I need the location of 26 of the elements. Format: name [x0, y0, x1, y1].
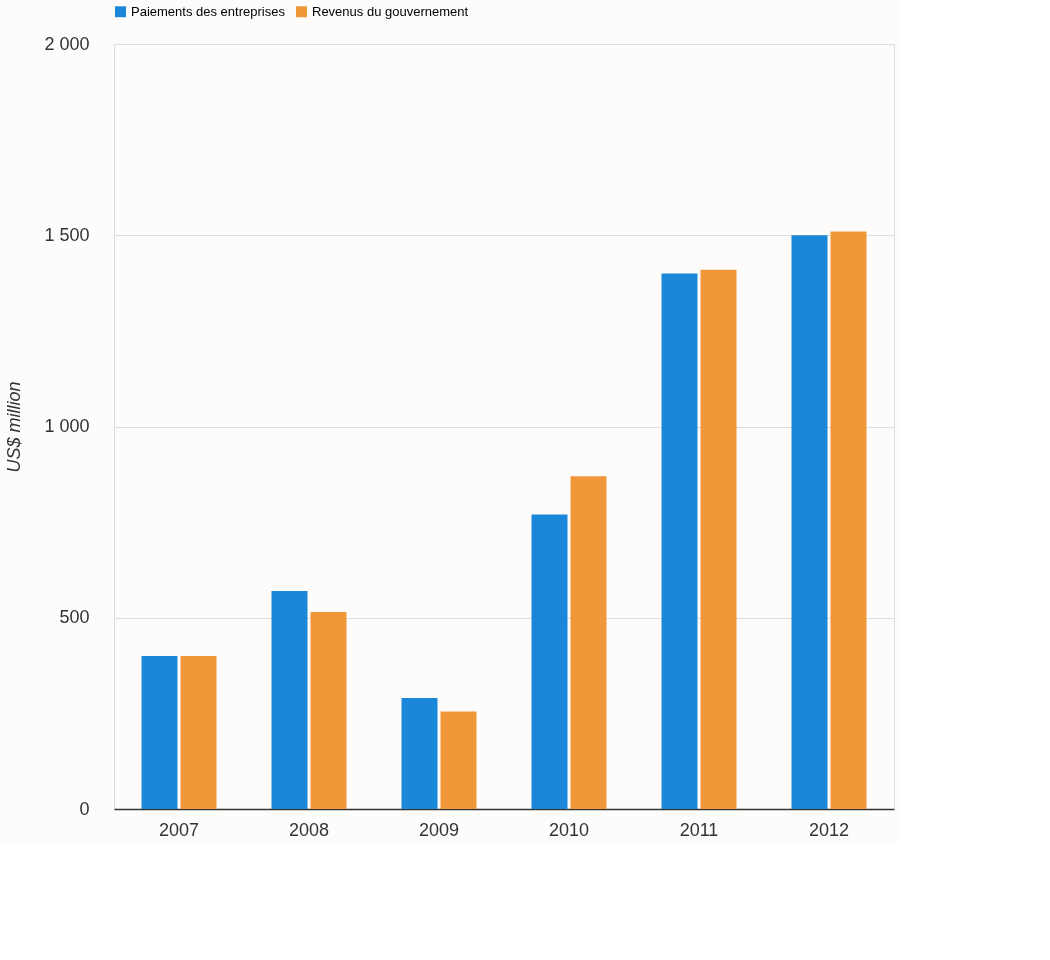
x-tick-label: 2012: [808, 819, 850, 840]
bar: [791, 235, 828, 809]
bar: [531, 514, 568, 809]
bar: [310, 612, 347, 809]
legend-label: Revenus du gouvernement: [312, 3, 469, 19]
y-tick-label: 0: [79, 798, 90, 819]
bar: [271, 590, 308, 809]
x-tick-label: 2009: [418, 819, 460, 840]
y-axis-title: US$ million: [4, 381, 25, 473]
x-tick-label: 2010: [548, 819, 590, 840]
bar: [700, 269, 737, 809]
bar: [180, 656, 217, 809]
y-tick-label: 500: [59, 607, 90, 628]
bar: [661, 273, 698, 809]
bar: [141, 656, 178, 809]
y-tick-label: 1 500: [44, 224, 90, 245]
legend-label: Paiements des entreprises: [131, 3, 286, 19]
bar: [830, 231, 867, 809]
x-tick-label: 2011: [679, 819, 719, 840]
bar: [401, 698, 438, 809]
x-tick-label: 2008: [288, 819, 330, 840]
x-tick-label: 2007: [158, 819, 200, 840]
y-tick-label: 1 000: [44, 416, 90, 436]
bar: [440, 711, 477, 809]
bar: [570, 476, 607, 809]
y-tick-label: 2 000: [44, 33, 90, 54]
